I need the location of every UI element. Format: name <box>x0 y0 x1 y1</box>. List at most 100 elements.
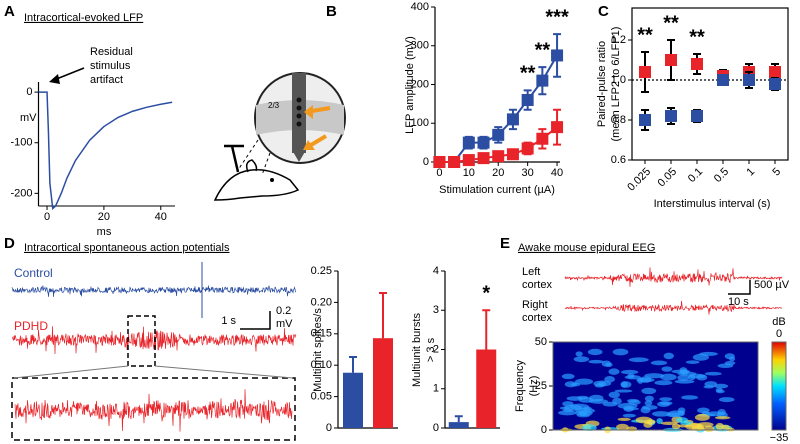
electrode-site <box>296 113 302 119</box>
spectral-blob <box>617 417 631 421</box>
spectral-blob <box>694 413 710 421</box>
panel-label: B <box>326 3 337 20</box>
y-tick-label: -200 <box>10 187 32 199</box>
y-tick-label: 4 <box>433 265 439 277</box>
annotation: Residual <box>90 46 133 58</box>
y-axis-label: Multiunit spikes/s <box>312 308 324 392</box>
x-tick-label: 5 <box>770 166 783 179</box>
spectral-blob <box>671 423 681 430</box>
y-axis-label: (mean LFP2 to 6/LFP1) <box>610 27 622 142</box>
spectral-blob <box>696 374 708 381</box>
y-tick-label: 0 <box>423 156 429 168</box>
zoom-line <box>261 152 271 176</box>
significance: ** <box>663 12 679 34</box>
spectral-blob <box>620 381 632 388</box>
marker <box>639 66 651 78</box>
zoom-line <box>154 365 294 379</box>
marker <box>462 154 475 167</box>
x-axis-label: Interstimulus interval (s) <box>654 198 771 210</box>
electrode-site <box>296 97 302 103</box>
spectral-blob <box>714 383 729 389</box>
significance: ** <box>520 63 536 85</box>
marker <box>639 114 651 126</box>
marker <box>717 74 729 86</box>
expanded-box <box>11 377 296 441</box>
significance: ** <box>637 24 653 46</box>
spectral-blob <box>643 421 653 428</box>
marker <box>536 132 549 145</box>
y-tick-label: 1 <box>433 383 439 395</box>
colorbar-tick-label: −35 <box>770 432 789 444</box>
x-tick-label: 1 <box>744 166 757 179</box>
expanded-trace <box>14 389 293 432</box>
x-axis-label: Stimulation current (µA) <box>439 184 555 196</box>
spectral-blob <box>575 351 583 357</box>
y-tick-label: 0.8 <box>611 114 626 126</box>
trace-label: cortex <box>522 279 552 291</box>
scale-bar <box>728 280 751 295</box>
spectral-blob <box>573 356 590 363</box>
spectral-blob <box>677 407 686 414</box>
spectral-blob <box>570 382 581 387</box>
marker <box>743 74 755 86</box>
trace-label: Control <box>14 266 53 280</box>
spectral-blob <box>661 366 673 372</box>
spectral-blob <box>654 380 673 386</box>
spectral-blob <box>659 397 673 402</box>
annotation: stimulus <box>90 60 131 72</box>
bar <box>343 372 363 428</box>
marker <box>462 136 475 149</box>
mouse-outline <box>213 159 300 201</box>
spectral-blob <box>660 421 678 425</box>
marker <box>448 156 461 168</box>
rec-arrow-head <box>303 140 315 150</box>
x-tick-label: 0.5 <box>712 166 731 185</box>
y-tick-label: 2 <box>433 343 439 355</box>
annotation: artifact <box>90 74 123 86</box>
spectral-blob <box>718 397 735 403</box>
error-bar <box>379 291 387 339</box>
y-tick-label: 0.25 <box>311 265 332 277</box>
spectral-blob <box>696 422 714 428</box>
spectral-blob <box>644 400 653 406</box>
marker <box>492 150 505 163</box>
y-tick-label: -100 <box>10 137 32 149</box>
electrode <box>292 73 306 153</box>
spectral-blob <box>588 359 604 364</box>
spectral-blob <box>715 389 725 394</box>
y-tick-label: 300 <box>411 40 429 52</box>
bar <box>476 349 497 428</box>
spectral-blob <box>697 407 710 414</box>
marker <box>665 54 677 66</box>
spectrogram <box>553 342 758 434</box>
y-tick-label: 1.0 <box>611 74 626 86</box>
spectral-blob <box>604 375 615 383</box>
electrode-site <box>296 121 302 127</box>
line-series <box>439 54 558 163</box>
panel-title: Awake mouse epidural EEG <box>518 242 655 254</box>
significance: *** <box>545 6 569 28</box>
scale-label: 0.2 <box>276 305 291 317</box>
scale-label: 10 s <box>728 296 749 308</box>
recording-wire <box>224 144 244 173</box>
spectral-blob <box>714 416 731 420</box>
y-tick-label: 0.15 <box>311 328 332 340</box>
x-axis-label: ms <box>97 226 112 238</box>
mouse-eye <box>270 178 274 182</box>
spectral-blob <box>562 408 574 413</box>
y-tick-label: 200 <box>411 78 429 90</box>
marker <box>492 128 505 141</box>
spectral-blob <box>628 357 649 363</box>
error-bar <box>349 356 357 373</box>
marker <box>477 136 490 149</box>
electrode-tip <box>292 150 306 162</box>
y-axis-label: Frequency <box>514 360 526 412</box>
x-tick-label: 30 <box>522 167 534 179</box>
marker <box>551 49 564 62</box>
spectral-blob <box>608 391 620 399</box>
scale-label: 500 µV <box>754 279 790 291</box>
panel-label: E <box>500 235 510 252</box>
x-tick-label: 0 <box>44 211 50 223</box>
